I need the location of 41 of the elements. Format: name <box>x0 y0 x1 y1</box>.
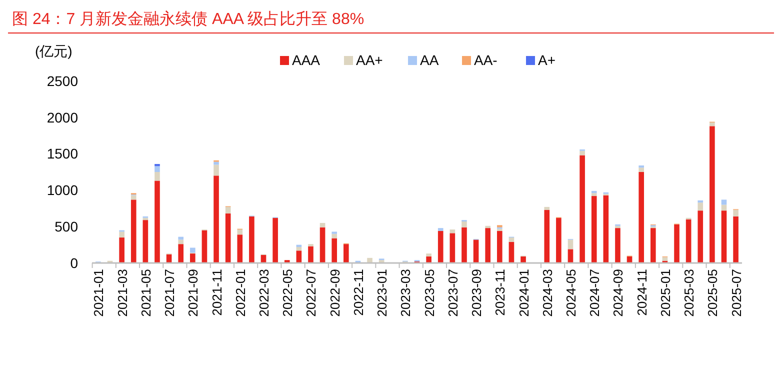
y-tick-label: 500 <box>54 218 78 234</box>
legend-label: A+ <box>538 52 556 68</box>
x-tick-label: 2022-11 <box>350 269 366 316</box>
x-tick-label: 2023-11 <box>492 269 508 316</box>
x-tick-label: 2024-07 <box>587 269 602 317</box>
x-tick-label: 2023-07 <box>445 269 460 317</box>
chart-title: 图 24：7 月新发金融永续债 AAA 级占比升至 88% <box>12 10 364 28</box>
x-tick-label: 2021-09 <box>186 269 201 317</box>
x-tick-label: 2024-01 <box>516 269 532 317</box>
x-tick-label: 2021-05 <box>138 269 154 317</box>
x-tick-label: 2025-05 <box>705 269 720 317</box>
y-tick-label: 2000 <box>46 109 78 126</box>
x-tick-label: 2025-01 <box>658 269 673 317</box>
y-tick-label: 1000 <box>46 182 78 198</box>
x-tick-label: 2021-07 <box>162 269 178 317</box>
x-tick-label: 2022-05 <box>280 269 296 317</box>
x-tick-label: 2024-05 <box>563 269 578 317</box>
y-tick-label: 1500 <box>46 146 78 162</box>
x-tick-label: 2023-01 <box>374 269 390 317</box>
x-tick-label: 2023-05 <box>422 269 437 317</box>
x-tick-label: 2021-03 <box>114 269 130 317</box>
legend-label: AAA <box>292 52 321 68</box>
legend-label: AA- <box>474 52 498 68</box>
x-tick-label: 2022-09 <box>327 269 342 317</box>
x-tick-label: 2021-01 <box>91 269 106 317</box>
x-tick-label: 2024-09 <box>610 269 626 317</box>
x-tick-label: 2023-03 <box>398 269 414 317</box>
y-tick-label: 0 <box>70 254 78 271</box>
x-tick-label: 2022-01 <box>232 269 248 317</box>
x-tick-label: 2025-03 <box>682 269 697 317</box>
x-tick-label: 2024-03 <box>540 269 555 317</box>
x-tick-label: 2021-11 <box>209 269 224 316</box>
y-tick-label: 2500 <box>46 72 78 89</box>
legend-label: AA+ <box>356 52 383 68</box>
x-tick-label: 2025-07 <box>728 269 744 317</box>
x-tick-label: 2024-11 <box>634 269 650 316</box>
legend-label: AA <box>420 52 440 68</box>
x-tick-label: 2022-07 <box>304 269 319 317</box>
x-tick-label: 2023-09 <box>469 269 484 317</box>
y-axis-title: (亿元) <box>35 43 72 59</box>
x-tick-label: 2022-03 <box>256 269 272 317</box>
